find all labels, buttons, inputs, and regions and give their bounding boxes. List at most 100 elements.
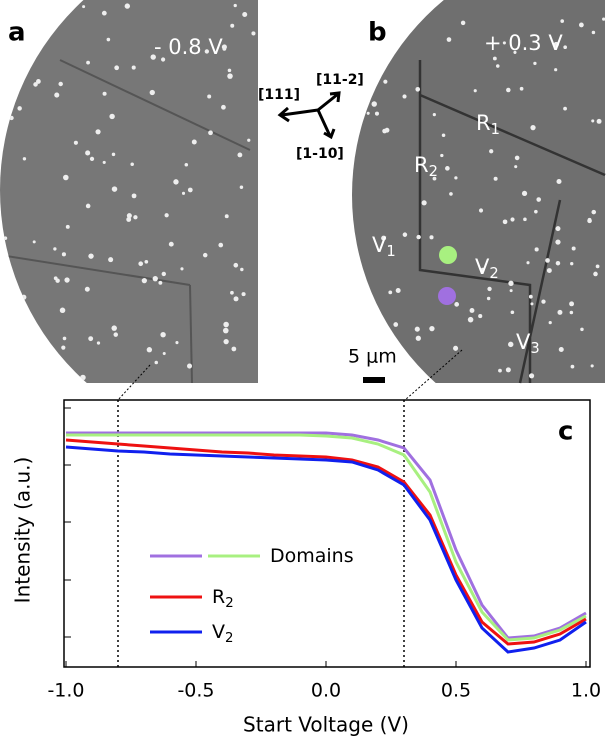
- particle: [160, 57, 166, 62]
- particle: [514, 155, 520, 161]
- particle: [230, 290, 234, 295]
- particle: [111, 186, 118, 192]
- legend-label-main: V: [212, 621, 225, 643]
- particle: [33, 82, 38, 87]
- particle: [508, 280, 514, 286]
- particle: [415, 87, 421, 92]
- region-label-main: V: [475, 255, 490, 279]
- particle: [109, 113, 115, 120]
- particle: [247, 138, 251, 142]
- particle: [352, 318, 359, 324]
- particle: [602, 17, 606, 21]
- particle: [164, 213, 169, 218]
- particle: [569, 301, 575, 307]
- particle: [101, 10, 107, 16]
- particle: [560, 19, 565, 23]
- particle: [61, 252, 66, 257]
- particle: [224, 214, 229, 219]
- particle: [160, 331, 166, 338]
- particle: [454, 176, 458, 180]
- particle: [432, 176, 437, 181]
- particle: [590, 364, 594, 368]
- particle: [131, 65, 136, 70]
- region-label-sub: 1: [491, 121, 500, 138]
- region-label: R2: [414, 153, 438, 180]
- particle: [108, 257, 114, 263]
- particle: [126, 217, 132, 222]
- particle: [162, 352, 166, 356]
- legend-label-sub: 2: [225, 631, 233, 646]
- particle: [382, 128, 387, 134]
- x-tick-label: 0.5: [441, 680, 471, 702]
- particle: [508, 341, 514, 348]
- particle: [366, 111, 370, 115]
- particle: [111, 325, 117, 331]
- direction-label: [1-10]: [296, 146, 344, 162]
- particle: [59, 307, 66, 314]
- particle: [80, 374, 86, 381]
- particle: [595, 264, 600, 269]
- particle: [61, 345, 66, 350]
- particle: [545, 258, 550, 263]
- particle: [222, 46, 227, 51]
- particle: [570, 364, 575, 369]
- particle: [239, 185, 244, 189]
- region-label: V2: [475, 255, 499, 282]
- particle: [446, 37, 452, 42]
- particle: [149, 89, 155, 96]
- particle: [383, 79, 388, 84]
- particle: [96, 341, 101, 345]
- particle: [168, 241, 174, 247]
- particle: [533, 61, 537, 66]
- particle: [489, 149, 494, 154]
- particle: [173, 179, 179, 185]
- particle: [82, 5, 86, 9]
- particle: [73, 140, 78, 145]
- region-label-sub: 1: [386, 243, 395, 260]
- particle: [580, 327, 584, 332]
- particle: [401, 11, 407, 17]
- region-label-main: V: [372, 233, 387, 257]
- particle: [388, 290, 393, 295]
- particle: [402, 14, 407, 19]
- particle: [146, 347, 153, 353]
- particle: [88, 253, 94, 259]
- particle: [480, 267, 485, 272]
- particle: [161, 271, 166, 277]
- direction-label: [11-2]: [316, 72, 364, 88]
- particle: [222, 327, 229, 334]
- particle: [28, 348, 34, 354]
- particle: [63, 174, 69, 181]
- particle: [421, 200, 427, 206]
- plot-frame: [63, 399, 591, 668]
- particle: [12, 54, 16, 58]
- particle: [22, 157, 27, 161]
- scale-bar-label: 5 μm: [348, 346, 397, 368]
- particle: [158, 280, 163, 285]
- particle: [546, 268, 552, 273]
- particle: [17, 106, 22, 111]
- particle: [536, 197, 541, 202]
- particle: [208, 130, 213, 136]
- particle: [130, 162, 134, 167]
- region-label-main: V: [516, 330, 531, 354]
- particle: [144, 259, 149, 264]
- line: [65, 445, 587, 654]
- legend-label: R2: [212, 586, 234, 612]
- particle: [138, 261, 144, 267]
- particle: [241, 292, 246, 297]
- particle: [493, 176, 498, 181]
- particle: [227, 73, 233, 79]
- particle: [240, 267, 244, 272]
- particle: [65, 224, 70, 229]
- particle: [54, 92, 60, 98]
- particle: [221, 104, 226, 110]
- region-label-main: R: [476, 111, 491, 135]
- x-tick-label: -0.5: [177, 680, 214, 702]
- particle: [454, 302, 460, 307]
- particle: [223, 338, 229, 345]
- particle: [22, 379, 27, 384]
- particle: [218, 242, 224, 248]
- particle: [440, 153, 444, 158]
